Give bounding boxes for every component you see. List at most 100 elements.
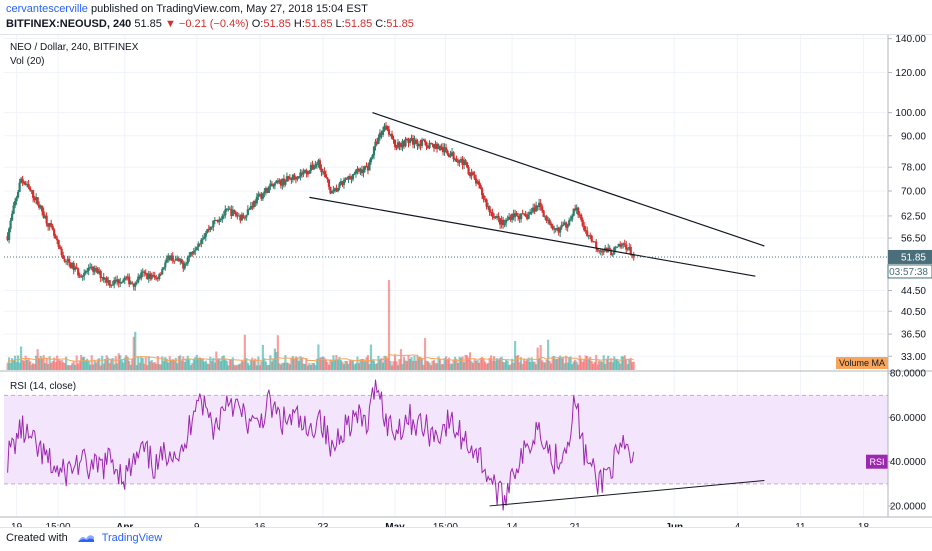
candle-body (471, 172, 475, 175)
candle-body (378, 132, 382, 138)
volume-bar (387, 280, 391, 370)
candle-body (53, 229, 56, 236)
volume-bar (551, 356, 554, 370)
candle-body (569, 219, 572, 221)
candle-body (508, 216, 511, 220)
candle-body (95, 268, 98, 270)
volume-bar (276, 335, 279, 370)
volume-bar (318, 357, 322, 370)
candle-body (575, 207, 578, 211)
volume-bar (626, 364, 629, 370)
volume-bar (631, 362, 634, 370)
candle-body (614, 246, 617, 248)
volume-bar (146, 365, 149, 370)
volume-bar (471, 363, 475, 370)
candle-body (518, 216, 521, 220)
volume-bar (544, 362, 547, 370)
candle-body (437, 145, 440, 149)
volume-bar (269, 355, 272, 370)
candle-body (596, 248, 599, 251)
volume-bar (526, 359, 529, 370)
volume-bar (263, 358, 266, 370)
volume-bar (32, 363, 35, 370)
candle-body (152, 275, 155, 277)
volume-bar (182, 356, 185, 370)
volume-bar (122, 362, 125, 370)
candle-body (590, 235, 593, 242)
author-link[interactable]: cervantescerville (6, 3, 88, 15)
volume-bar (568, 357, 571, 370)
candle-body (396, 142, 400, 148)
candle-body (269, 183, 272, 187)
volume-bar (78, 360, 81, 370)
volume-bar (599, 361, 602, 370)
candle-body (517, 216, 520, 218)
volume-bar (62, 362, 65, 370)
volume-bar (435, 363, 439, 370)
candle-body (610, 249, 613, 256)
volume-bar (365, 357, 368, 370)
candle-body (542, 210, 545, 217)
candle-body (416, 143, 419, 147)
candle-body (27, 184, 30, 188)
tradingview-link[interactable]: TradingView (101, 532, 163, 544)
candle-body (438, 145, 442, 151)
candle-body (447, 154, 451, 157)
volume-bar (323, 357, 326, 370)
candle-body (87, 267, 90, 271)
volume-bar (390, 365, 394, 370)
volume-bar (275, 351, 278, 370)
volume-bar (383, 355, 386, 370)
candle-body (260, 194, 263, 199)
volume-bar (294, 356, 297, 370)
candle-body (357, 168, 361, 172)
candle-body (245, 215, 248, 218)
price-tick-label: 120.00 (895, 68, 926, 79)
candle-body (164, 262, 167, 268)
volume-bar (524, 360, 527, 370)
volume-bar (107, 357, 110, 370)
candle-body (556, 228, 559, 230)
candle-body (248, 209, 251, 211)
candle-body (291, 174, 294, 180)
time-tick-label: 11 (795, 522, 806, 527)
trendlines[interactable] (309, 112, 765, 277)
candle-body (411, 137, 415, 145)
candle-body (616, 246, 619, 248)
volume-bar (425, 360, 428, 370)
volume-bar (548, 360, 551, 370)
candle-body (194, 249, 197, 252)
volume-bar (395, 361, 398, 370)
volume-bar (417, 356, 421, 370)
volume-bar (562, 357, 565, 370)
candle-body (246, 209, 249, 216)
volume-bar (287, 362, 290, 370)
volume-bar (446, 359, 449, 370)
volume-bar (565, 355, 568, 370)
candle-body (625, 244, 628, 250)
candle-body (224, 209, 227, 216)
candle-body (261, 193, 264, 199)
rsi-tick-label: 80.0000 (890, 369, 927, 380)
candle-body (533, 207, 536, 212)
created-with-label: Created with (6, 532, 68, 544)
volume-bar (345, 361, 349, 370)
volume-bar (41, 358, 44, 370)
high-value: 51.85 (304, 18, 333, 30)
volume-bar (17, 355, 20, 370)
candle-body (360, 169, 364, 174)
candle-body (342, 179, 346, 185)
volume-bar (30, 364, 33, 370)
candle-body (363, 166, 367, 170)
volume-bar (80, 355, 83, 370)
volume-bar (338, 356, 341, 370)
volume-bar (512, 362, 515, 370)
candle-body (344, 178, 347, 180)
chart-canvas[interactable]: RSI 140.00 120.00 100.00 90.00 78.00 70.00 62.… (0, 34, 932, 527)
volume-bar (86, 358, 89, 370)
volume-bar (396, 365, 400, 370)
volume-bar (24, 355, 27, 370)
volume-bar (173, 359, 176, 370)
volume-bar (554, 359, 557, 370)
candle-body (410, 137, 413, 141)
